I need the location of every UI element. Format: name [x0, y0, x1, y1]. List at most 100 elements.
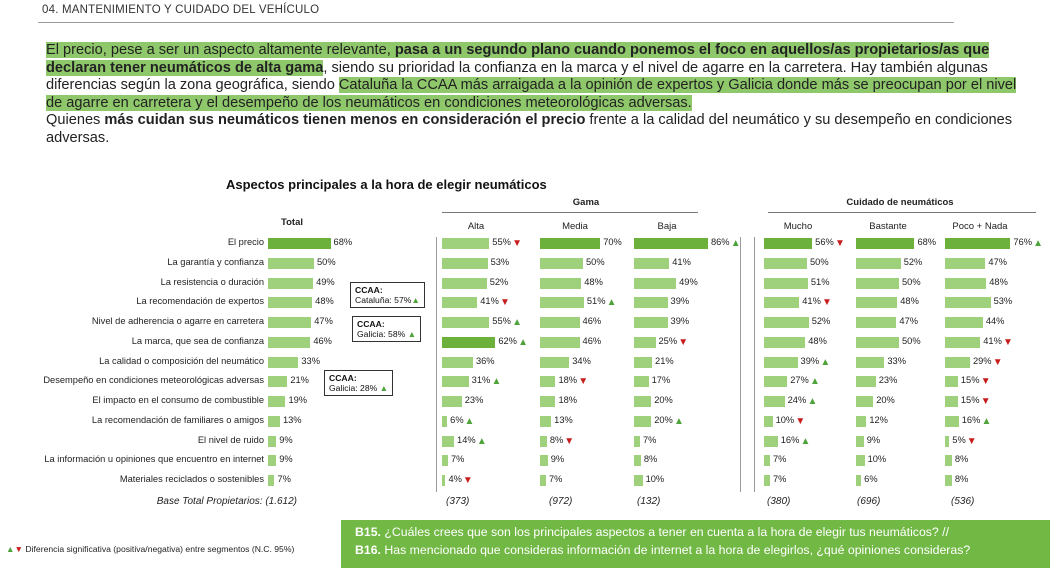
col-header-media: Media	[562, 221, 588, 232]
bar-5-10	[856, 435, 864, 447]
bar-2-5	[540, 336, 580, 348]
value-label: 47%	[314, 316, 333, 326]
bar-6-7	[945, 376, 958, 388]
value-label: 46%	[582, 335, 602, 346]
bar-4-9	[764, 415, 773, 427]
bar-3-8	[634, 396, 652, 407]
sig-up-icon: ▲	[981, 415, 992, 427]
bar-0-0	[268, 238, 331, 249]
category-label: La información u opiniones que encuentro…	[44, 454, 264, 465]
value-label: 18%	[558, 395, 578, 405]
sig-up-icon: ▲	[476, 435, 487, 447]
value-label: 7%	[277, 474, 291, 484]
bar-6-4	[945, 317, 983, 328]
value-label: 9%	[866, 434, 881, 445]
value-label: 48%	[808, 335, 827, 346]
bar-1-8	[442, 396, 462, 407]
bar-1-5	[442, 336, 496, 348]
col-header-total: Total	[281, 217, 303, 228]
value-label: 62%	[498, 335, 517, 346]
value-label: 68%	[333, 237, 353, 247]
bar-0-10	[268, 435, 277, 447]
value-label: 6%	[450, 414, 464, 425]
value-label: 14%	[457, 434, 476, 445]
value-label: 20%	[876, 395, 895, 405]
base-total-label: Base Total Propietarios: (1.612)	[156, 496, 297, 507]
category-label: La garantía y confianza	[167, 256, 264, 267]
bar-0-9	[268, 415, 280, 427]
bar-3-2	[634, 277, 677, 289]
base-poco-nada: (536)	[951, 496, 975, 507]
separator-gama-left	[436, 237, 437, 492]
value-label: 48%	[584, 276, 603, 287]
value-label: 47%	[899, 316, 919, 326]
significance-legend: ▲▼ Diferencia significativa (positiva/ne…	[6, 544, 294, 554]
sig-up-icon: ▲	[512, 317, 522, 328]
value-label: 9%	[279, 434, 293, 445]
bar-6-9	[945, 415, 959, 427]
question-b16-id: B16.	[355, 543, 381, 557]
category-label: Nivel de adherencia o agarre en carreter…	[91, 316, 264, 326]
base-baja: (132)	[637, 496, 661, 507]
question-b15-text: ¿Cuáles crees que son los principales as…	[380, 525, 950, 539]
bar-5-5	[856, 336, 899, 348]
bar-0-5	[268, 336, 311, 348]
category-label: La recomendación de familiares o amigos	[91, 414, 264, 425]
sig-down-icon: ▼	[834, 238, 845, 249]
value-label: 48%	[900, 296, 919, 307]
value-label: 76%	[1013, 237, 1032, 247]
sig-up-icon: ▲	[606, 297, 617, 309]
bar-2-12	[540, 475, 547, 486]
value-label: 53%	[993, 296, 1013, 307]
value-label: 9%	[279, 454, 293, 465]
value-label: 9%	[550, 454, 565, 465]
bar-5-4	[856, 317, 897, 328]
bar-4-5	[764, 336, 806, 348]
value-label: 70%	[603, 237, 622, 247]
intro-p2-a: Quienes	[46, 112, 105, 128]
value-label: 21%	[655, 355, 674, 366]
col-header-poco-nada: Poco + Nada	[952, 221, 1008, 232]
bar-3-6	[634, 356, 653, 368]
value-label: 52%	[903, 256, 923, 267]
value-label: 50%	[902, 335, 921, 346]
category-label: El impacto en el consumo de combustible	[92, 395, 264, 405]
bar-3-1	[634, 257, 670, 269]
bar-2-11	[540, 455, 548, 467]
value-label: 53%	[490, 256, 510, 267]
bar-5-3	[856, 297, 898, 309]
down-triangle-icon: ▼	[14, 544, 24, 554]
value-label: 27%	[790, 375, 809, 386]
bar-1-11	[442, 455, 449, 467]
bar-2-6	[540, 356, 570, 368]
bar-6-11	[945, 455, 952, 467]
value-label: 41%	[983, 335, 1002, 346]
category-label: La marca, que sea de confianza	[131, 335, 264, 346]
category-label: Desempeño en condiciones meteorológicas …	[43, 375, 264, 386]
value-label: 7%	[773, 454, 787, 465]
value-label: 39%	[800, 355, 820, 366]
category-label: La calidad o composición del neumático	[99, 355, 264, 366]
callout-cataluna-title: CCAA:	[355, 285, 383, 295]
callout-galicia-meteo: CCAA: Galicia: 28% ▲	[324, 370, 394, 396]
bar-1-0	[442, 238, 490, 249]
question-b15-id: B15.	[355, 525, 381, 539]
value-label: 12%	[869, 414, 888, 425]
section-title: 04. MANTENIMIENTO Y CUIDADO DEL VEHÍCULO	[42, 4, 320, 16]
value-label: 39%	[670, 296, 690, 307]
bar-5-12	[856, 475, 862, 486]
value-label: 6%	[864, 474, 878, 484]
value-label: 4%	[448, 474, 462, 484]
up-triangle-icon: ▲	[6, 544, 15, 554]
bar-4-8	[764, 396, 785, 407]
sig-up-icon: ▲	[464, 415, 475, 427]
sig-down-icon: ▼	[500, 297, 510, 309]
bar-3-4	[634, 317, 668, 328]
bar-6-0	[945, 238, 1011, 249]
up-triangle-icon: ▲	[379, 383, 389, 393]
bar-1-6	[442, 356, 473, 368]
group-header-cuidado: Cuidado de neumáticos	[846, 197, 954, 208]
category-label: El nivel de ruido	[197, 434, 264, 445]
bar-6-1	[945, 257, 986, 269]
bar-1-1	[442, 257, 488, 269]
